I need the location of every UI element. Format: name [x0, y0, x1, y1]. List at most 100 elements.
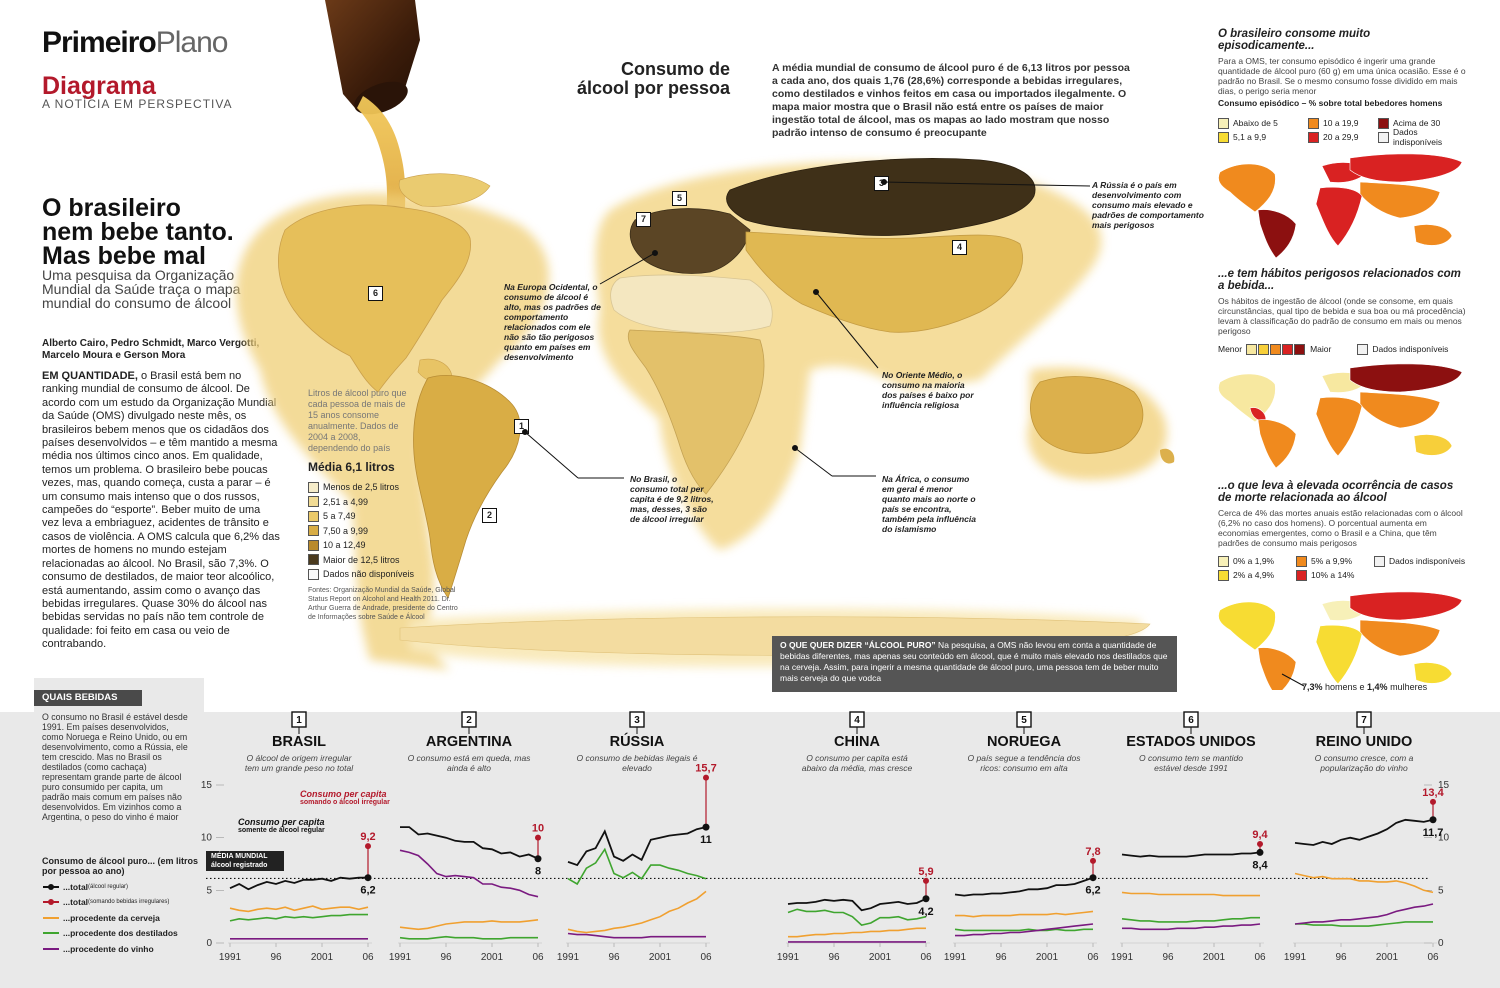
quais-legend-symbol — [43, 899, 59, 906]
label-total-irregular: 9,4 — [1252, 829, 1268, 841]
series-spirits — [1295, 921, 1433, 927]
point-total-irregular — [535, 834, 541, 841]
legend-label: 2,51 a 4,99 — [323, 496, 369, 507]
panel-country: BRASIL — [272, 734, 326, 750]
callout-middle-east: No Oriente Médio, o consumo na maioria d… — [882, 370, 974, 410]
legend-swatch — [308, 554, 319, 566]
annotation-regular: Consumo per capita somente de álcool regu… — [238, 817, 325, 834]
panel-subtitle: popularização do vinho — [1319, 763, 1408, 773]
article-text: o Brasil está bem no ranking mundial de … — [42, 370, 280, 651]
series-wine — [955, 923, 1094, 937]
point-total-regular — [534, 855, 542, 863]
quais-bebidas-text: O consumo no Brasil é estável desde 1991… — [42, 712, 188, 822]
annotation-irregular-title: Consumo per capita — [300, 789, 387, 799]
callout-europe: Na Europa Ocidental, o consumo de álcool… — [504, 282, 601, 362]
legend-rows: Menos de 2,5 litros 2,51 a 4,99 5 a 7,49 7,… — [308, 480, 458, 582]
panel-country: CHINA — [834, 734, 880, 750]
point-total-irregular — [1257, 840, 1263, 847]
sidebar-text-3: Cerca de 4% das mortes anuais estão rela… — [1218, 508, 1463, 548]
pure-alcohol-text: Na pesquisa, a OMS não levou em conta a … — [780, 640, 1168, 683]
label-total-regular: 11,7 — [1423, 827, 1444, 839]
legend-na-label: Dados indisponíveis — [1372, 344, 1449, 354]
panel-country: ESTADOS UNIDOS — [1126, 734, 1256, 750]
sidebar-legend-swatch — [1374, 555, 1385, 567]
map-description: A média mundial de consumo de álcool pur… — [772, 62, 1130, 139]
sidebar-legend-item: Dados indisponíveis — [1378, 127, 1468, 147]
x-tick-label: 1991 — [557, 952, 580, 963]
x-tick-label: 1991 — [944, 952, 967, 963]
sidebar-legend-swatch — [1308, 117, 1319, 129]
scale-swatch — [1282, 343, 1294, 355]
world-mean-line-2: álcool registrado — [211, 862, 268, 869]
legend-swatch — [308, 496, 319, 508]
label-total-irregular: 13,4 — [1422, 787, 1444, 799]
continent-south-america — [413, 375, 521, 599]
tagline: A NOTÍCIA EM PERSPECTIVA — [42, 97, 233, 111]
quais-legend-rows: ...total (álcool regular) ...total (soman… — [42, 879, 207, 957]
panel-subtitle: O consumo de bebidas ilegais é — [577, 753, 698, 763]
y-tick-label-right: 15 — [1438, 780, 1450, 791]
quais-legend-title: Consumo de álcool puro... (em litros por… — [42, 856, 199, 876]
quais-legend-row: ...procedente dos destilados — [42, 926, 207, 942]
panel-subtitle: O país segue a tendência dos — [968, 753, 1082, 763]
x-tick-label: 06 — [1427, 952, 1439, 963]
sidebar-legend-2: Menor Maior Dados indisponíveis — [1218, 342, 1468, 356]
sidebar-legend-label: 5,1 a 9,9 — [1233, 132, 1267, 142]
x-tick-label: 06 — [700, 952, 712, 963]
label-total-irregular: 5,9 — [918, 866, 933, 878]
sidebar-legend-item: 0% a 1,9% — [1218, 554, 1296, 568]
sidebar-legend-label: 20 a 29,9 — [1323, 132, 1359, 142]
panel-number: 7 — [1361, 715, 1367, 726]
note-women: 1,4% — [1367, 682, 1388, 692]
callout-africa: Na África, o consumo em geral é menor qu… — [882, 474, 976, 534]
label-total-regular: 6,2 — [1085, 885, 1100, 897]
legend-label: Dados não disponíveis — [323, 569, 415, 580]
panel-country: RÚSSIA — [610, 732, 665, 750]
series-wine — [399, 849, 539, 898]
panel-subtitle: estável desde 1991 — [1154, 763, 1228, 773]
legend-swatch-na — [1357, 343, 1369, 355]
series-spirits — [954, 928, 1093, 932]
annotation-regular-sub: somente de álcool regular — [238, 827, 325, 834]
panel-country: ARGENTINA — [426, 734, 513, 750]
x-tick-label: 06 — [532, 952, 544, 963]
authors: Alberto Cairo, Pedro Schmidt, Marco Verg… — [42, 338, 260, 361]
sidebar-title-3: ...o que leva à elevada ocorrência de ca… — [1218, 480, 1454, 504]
quais-legend-label: ...total — [63, 897, 89, 908]
legend-label: Maior de 12,5 litros — [323, 554, 400, 565]
note-men-label: homens e — [1322, 682, 1368, 692]
y-tick-label-left: 15 — [201, 780, 213, 791]
x-tick-label: 96 — [828, 952, 840, 963]
mini-map-episodic — [1218, 153, 1463, 259]
legend-lead: Litros de álcool puro que cada pessoa de… — [308, 388, 407, 453]
map-marker-norway: 5 — [672, 191, 687, 206]
scale-swatch — [1294, 343, 1306, 355]
x-tick-label: 1991 — [777, 952, 800, 963]
sidebar-legend-swatch — [1218, 569, 1229, 581]
point-total-regular — [364, 874, 372, 882]
annotation-irregular-sub: somando o álcool irregular — [300, 799, 390, 806]
scale-swatch — [1270, 343, 1282, 355]
map-marker-argentina: 2 — [482, 508, 497, 523]
label-total-regular: 6,2 — [360, 885, 375, 897]
sidebar-text-1: Para a OMS, ter consumo episódico é inge… — [1218, 56, 1466, 96]
sidebar-legend-swatch — [1218, 555, 1229, 567]
y-tick-label-right: 0 — [1438, 938, 1444, 949]
sidebar-legend-item: 2% a 4,9% — [1218, 568, 1296, 582]
sidebar-legend-item: Acima de 30 — [1378, 116, 1468, 130]
map-title: Consumo de álcool por pessoa — [560, 60, 730, 98]
sidebar-legend-label: 2% a 4,9% — [1233, 570, 1275, 580]
sidebar-title-2: ...e tem hábitos perigosos relacionados … — [1218, 268, 1461, 292]
sidebar-text-2: Os hábitos de ingestão de álcool (onde s… — [1218, 296, 1466, 336]
y-tick-label-left: 10 — [201, 833, 213, 844]
sidebar-sub-1: Consumo episódico – % sobre total bebedo… — [1218, 98, 1443, 108]
legend-row: 2,51 a 4,99 — [308, 495, 458, 510]
series-total — [229, 876, 368, 891]
sidebar-legend-item: 20 a 29,9 — [1308, 130, 1378, 144]
scale-swatch — [1258, 343, 1270, 355]
legend-label: 7,50 a 9,99 — [323, 525, 369, 536]
label-total-regular: 8,4 — [1252, 859, 1268, 871]
panel-subtitle: O álcool de origem irregular — [247, 753, 353, 763]
quais-legend-row: ...total (álcool regular) — [42, 879, 207, 895]
